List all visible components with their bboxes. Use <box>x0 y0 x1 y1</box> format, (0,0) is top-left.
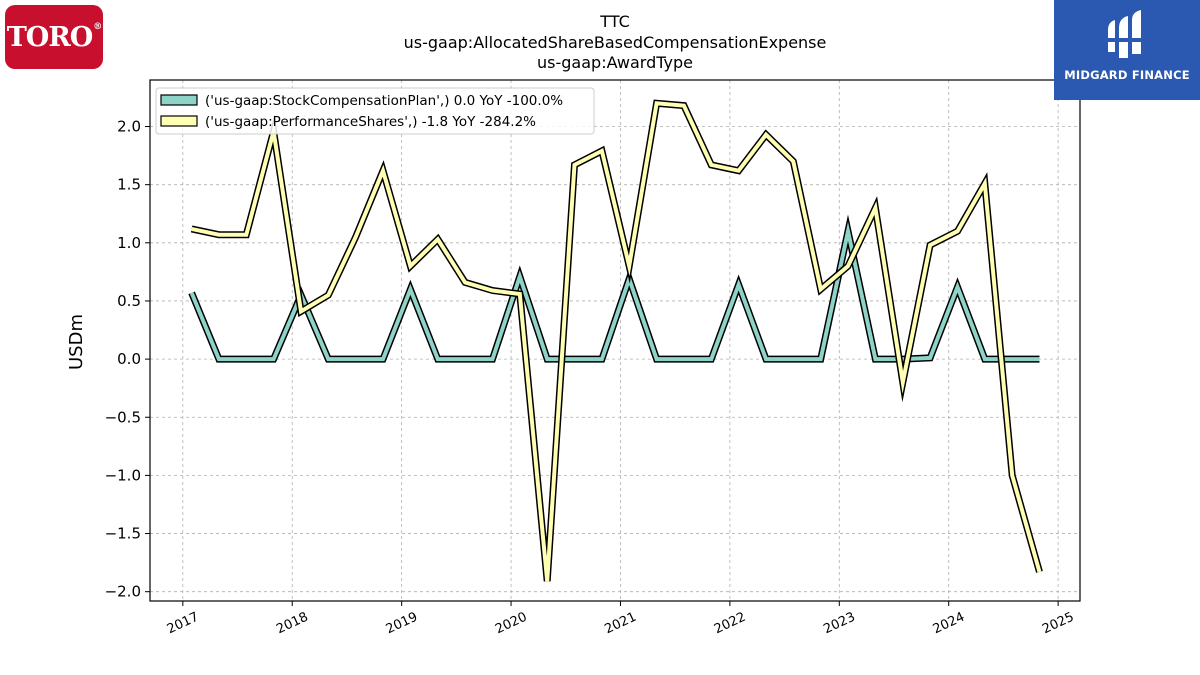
x-tick-label: 2019 <box>384 610 420 638</box>
legend-swatch-stock-compensation-plan <box>160 94 198 106</box>
chart-title-line-2: us-gaap:AllocatedShareBasedCompensationE… <box>404 33 827 52</box>
y-axis-ticks: −2.0 −1.5 −1.0 −0.5 0.0 0.5 1.0 1.5 2.0 <box>105 118 150 601</box>
x-tick-label: 2017 <box>165 610 201 638</box>
toro-logo: TORO® <box>5 5 103 69</box>
y-tick-label: 0.0 <box>117 350 141 368</box>
plot-area-frame <box>149 79 1081 602</box>
legend-label-stock-compensation-plan: ('us-gaap:StockCompensationPlan',) 0.0 Y… <box>205 93 563 109</box>
midgard-finance-wordmark: MIDGARD FINANCE <box>1064 68 1190 82</box>
y-tick-label: 2.0 <box>117 118 141 136</box>
x-tick-label: 2024 <box>931 610 967 638</box>
x-tick-label: 2018 <box>274 610 310 638</box>
midgard-finance-logo: MIDGARD FINANCE <box>1054 0 1200 100</box>
legend-swatch-performance-shares <box>160 115 198 127</box>
x-tick-label: 2020 <box>493 610 529 638</box>
x-tick-label: 2025 <box>1040 610 1076 638</box>
x-tick-label: 2022 <box>712 610 748 638</box>
x-tick-label: 2023 <box>821 610 857 638</box>
midgard-emblem-icon <box>1106 10 1144 58</box>
y-tick-label: 0.5 <box>117 292 141 310</box>
toro-logo-registered-mark: ® <box>93 21 102 32</box>
chart-title: TTC us-gaap:AllocatedShareBasedCompensat… <box>404 12 827 72</box>
y-tick-label: −1.0 <box>105 466 141 484</box>
y-tick-label: −1.5 <box>105 525 141 543</box>
y-tick-label: 1.5 <box>117 176 141 194</box>
chart-title-line-3: us-gaap:AwardType <box>537 53 693 72</box>
series-line-1 <box>191 101 1042 582</box>
y-tick-label: −2.0 <box>105 583 141 601</box>
legend: ('us-gaap:StockCompensationPlan',) 0.0 Y… <box>155 87 595 135</box>
toro-logo-text: TORO® <box>6 21 103 53</box>
x-tick-label: 2021 <box>603 610 639 638</box>
series-lines <box>188 99 1043 582</box>
y-axis-label: USDm <box>66 314 87 370</box>
legend-box <box>155 87 595 135</box>
legend-label-performance-shares: ('us-gaap:PerformanceShares',) -1.8 YoY … <box>205 114 536 130</box>
chart-title-line-1: TTC <box>599 12 630 31</box>
y-tick-label: −0.5 <box>105 408 141 426</box>
toro-logo-wordmark: TORO <box>6 21 94 53</box>
x-axis-ticks: 2017 2018 2019 2020 2021 2022 2023 2024 2025 <box>165 601 1076 638</box>
y-tick-label: 1.0 <box>117 234 141 252</box>
